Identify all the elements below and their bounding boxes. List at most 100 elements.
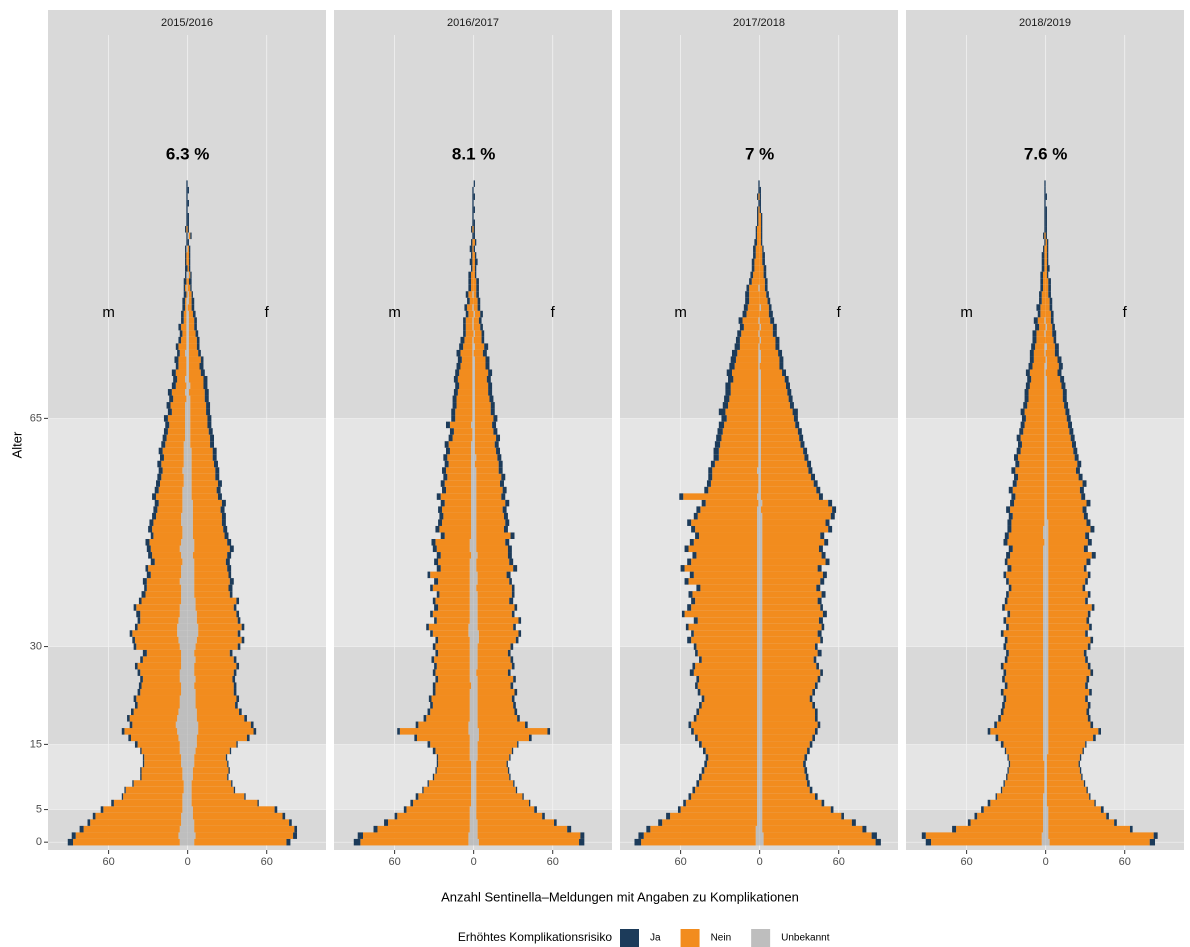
bar	[775, 336, 780, 344]
bar	[1020, 408, 1025, 416]
bar	[1043, 649, 1046, 657]
bar	[481, 336, 485, 344]
bar	[1006, 669, 1044, 676]
bar	[699, 780, 758, 787]
bar	[1041, 265, 1045, 272]
bar	[759, 454, 761, 461]
bar	[1057, 369, 1062, 376]
bar	[759, 767, 763, 774]
bar	[163, 428, 168, 435]
bar	[187, 630, 199, 637]
bar	[471, 284, 474, 292]
bar	[170, 402, 186, 409]
bar	[473, 265, 475, 272]
bar	[141, 597, 182, 605]
bar	[140, 675, 143, 683]
bar	[1045, 773, 1047, 781]
bar	[469, 695, 474, 702]
bar	[362, 832, 469, 839]
bar	[755, 838, 760, 846]
bar	[206, 402, 211, 409]
bar	[186, 252, 188, 259]
bar	[1044, 434, 1046, 442]
legend-swatch	[680, 929, 700, 947]
bar	[183, 780, 188, 787]
bar	[198, 721, 251, 729]
bar	[464, 336, 473, 344]
bar	[728, 375, 734, 383]
bar	[762, 806, 831, 813]
bar	[1016, 480, 1045, 487]
bar	[1036, 330, 1045, 337]
bar	[534, 806, 537, 813]
bar	[187, 728, 199, 735]
bar	[786, 382, 790, 390]
bar	[194, 669, 234, 676]
bar	[517, 715, 520, 722]
bar	[150, 558, 155, 566]
bar	[757, 212, 759, 220]
bar	[696, 552, 758, 559]
bar	[680, 806, 758, 813]
bar	[196, 610, 237, 618]
bar	[485, 356, 490, 363]
bar	[759, 780, 763, 787]
bar	[757, 675, 760, 683]
bar	[194, 565, 228, 572]
bar	[757, 591, 760, 598]
bar	[418, 721, 469, 729]
bar	[1000, 630, 1004, 637]
bar	[1004, 558, 1008, 566]
bar	[476, 558, 510, 566]
bar	[191, 793, 245, 800]
bar	[181, 812, 188, 820]
bar	[699, 773, 702, 781]
bar	[456, 402, 473, 409]
bar	[1045, 584, 1049, 592]
bar	[735, 336, 740, 344]
bar	[210, 434, 215, 442]
bar	[473, 552, 478, 559]
bar	[1044, 767, 1046, 774]
bar	[187, 558, 195, 566]
bar	[718, 447, 759, 455]
bar	[187, 682, 195, 689]
bar	[758, 486, 760, 494]
bar	[1045, 728, 1049, 735]
bar	[738, 317, 743, 324]
bar	[178, 343, 187, 350]
bar	[179, 675, 188, 683]
bar	[760, 356, 780, 363]
bar	[759, 721, 763, 729]
bar	[1004, 747, 1007, 755]
bar	[1089, 793, 1091, 800]
bar	[501, 473, 506, 481]
bar	[132, 630, 178, 637]
bar	[186, 212, 188, 220]
bar	[1006, 747, 1044, 755]
bar	[473, 741, 478, 748]
bar	[192, 499, 222, 507]
bar	[228, 571, 232, 579]
bar	[187, 786, 192, 794]
bar	[192, 552, 228, 559]
bar	[760, 239, 763, 246]
bar	[195, 675, 233, 683]
bar	[764, 284, 768, 292]
bar	[134, 741, 138, 748]
bar	[113, 799, 183, 807]
bar	[759, 389, 761, 396]
x-tick-label: 60	[102, 856, 114, 868]
bar	[472, 389, 474, 396]
bar	[95, 812, 182, 820]
bar	[1043, 825, 1046, 833]
bar	[1008, 512, 1013, 520]
bar	[741, 330, 759, 337]
bar	[759, 597, 763, 605]
bar	[165, 441, 184, 448]
bar	[1043, 708, 1046, 716]
bar	[473, 728, 479, 735]
bar	[178, 832, 188, 839]
bar	[1007, 558, 1044, 566]
bar	[472, 199, 474, 207]
